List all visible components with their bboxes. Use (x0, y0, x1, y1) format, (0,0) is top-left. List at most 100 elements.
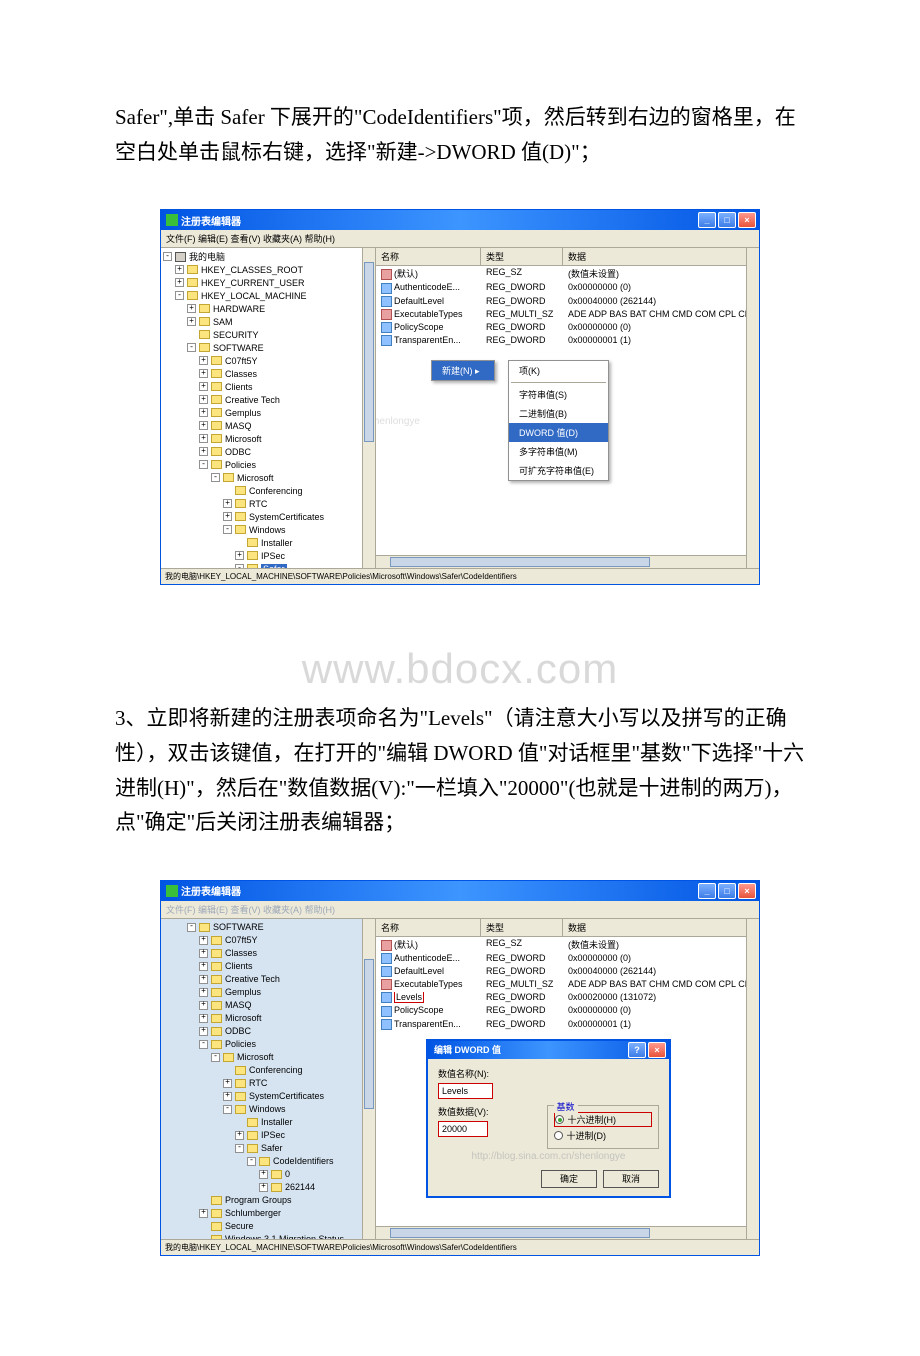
list-row[interactable]: TransparentEn...REG_DWORD0x00000001 (1) (376, 334, 759, 347)
tree-item[interactable]: +Schlumberger (163, 1207, 375, 1220)
tree-item[interactable]: +SAM (163, 315, 375, 328)
list-row[interactable]: TransparentEn...REG_DWORD0x00000001 (1) (376, 1018, 759, 1031)
col-data[interactable]: 数据 (563, 248, 759, 265)
list-h-scrollbar[interactable] (376, 1226, 746, 1239)
tree-item[interactable]: +0 (163, 1168, 375, 1181)
tree-item[interactable]: +Clients (163, 380, 375, 393)
context-submenu[interactable]: 项(K) 字符串值(S)二进制值(B)DWORD 值(D)多字符串值(M)可扩充… (508, 360, 609, 481)
tree-item[interactable]: -Policies (163, 458, 375, 471)
tree-scrollbar[interactable] (362, 919, 375, 1239)
cancel-button[interactable]: 取消 (603, 1170, 659, 1188)
tree-item[interactable]: +SystemCertificates (163, 510, 375, 523)
context-menu-item[interactable]: 字符串值(S) (509, 385, 608, 404)
radix-hex[interactable]: 十六进制(H) (554, 1112, 653, 1127)
context-menu-new[interactable]: 新建(N) ▸ (431, 360, 495, 381)
tree-item[interactable]: +RTC (163, 497, 375, 510)
col-name[interactable]: 名称 (376, 919, 481, 936)
maximize-button[interactable]: □ (718, 883, 736, 899)
tree-item[interactable]: Secure (163, 1220, 375, 1233)
tree-item[interactable]: -Safer (163, 562, 375, 568)
tree-panel[interactable]: -SOFTWARE+C07ft5Y+Classes+Clients+Creati… (161, 919, 376, 1239)
menubar[interactable]: 文件(F) 编辑(E) 查看(V) 收藏夹(A) 帮助(H) (161, 901, 759, 919)
tree-panel[interactable]: -我的电脑 +HKEY_CLASSES_ROOT+HKEY_CURRENT_US… (161, 248, 376, 568)
tree-item[interactable]: SECURITY (163, 328, 375, 341)
minimize-button[interactable]: _ (698, 212, 716, 228)
tree-item[interactable]: +MASQ (163, 999, 375, 1012)
tree-item[interactable]: +C07ft5Y (163, 354, 375, 367)
list-row[interactable]: AuthenticodeE...REG_DWORD0x00000000 (0) (376, 952, 759, 965)
tree-item[interactable]: +IPSec (163, 1129, 375, 1142)
list-row[interactable]: ExecutableTypesREG_MULTI_SZADE ADP BAS B… (376, 978, 759, 991)
tree-item[interactable]: +Classes (163, 367, 375, 380)
ctx-new[interactable]: 新建(N) ▸ (432, 361, 494, 380)
tree-item[interactable]: +MASQ (163, 419, 375, 432)
tree-item[interactable]: +HARDWARE (163, 302, 375, 315)
tree-item[interactable]: -SOFTWARE (163, 921, 375, 934)
context-menu-item[interactable]: 多字符串值(M) (509, 442, 608, 461)
name-input[interactable] (438, 1083, 493, 1099)
menubar[interactable]: 文件(F) 编辑(E) 查看(V) 收藏夹(A) 帮助(H) (161, 230, 759, 248)
tree-item[interactable]: +Microsoft (163, 1012, 375, 1025)
tree-item[interactable]: Installer (163, 536, 375, 549)
tree-item[interactable]: Conferencing (163, 1064, 375, 1077)
tree-item[interactable]: -Safer (163, 1142, 375, 1155)
maximize-button[interactable]: □ (718, 212, 736, 228)
tree-item[interactable]: +ODBC (163, 1025, 375, 1038)
list-h-scrollbar[interactable] (376, 555, 746, 568)
tree-item[interactable]: -Policies (163, 1038, 375, 1051)
close-button[interactable]: × (738, 883, 756, 899)
tree-item[interactable]: Installer (163, 1116, 375, 1129)
dialog-close-button[interactable]: × (648, 1042, 666, 1058)
tree-item[interactable]: +ODBC (163, 445, 375, 458)
context-menu-item[interactable]: 二进制值(B) (509, 404, 608, 423)
help-button[interactable]: ? (628, 1042, 646, 1058)
minimize-button[interactable]: _ (698, 883, 716, 899)
tree-item[interactable]: +Gemplus (163, 986, 375, 999)
list-row[interactable]: LevelsREG_DWORD0x00020000 (131072) (376, 991, 759, 1004)
tree-scrollbar[interactable] (362, 248, 375, 568)
tree-item[interactable]: -Microsoft (163, 471, 375, 484)
col-name[interactable]: 名称 (376, 248, 481, 265)
tree-item[interactable]: +IPSec (163, 549, 375, 562)
close-button[interactable]: × (738, 212, 756, 228)
list-row[interactable]: PolicyScopeREG_DWORD0x00000000 (0) (376, 321, 759, 334)
tree-item[interactable]: -Windows (163, 523, 375, 536)
tree-item[interactable]: +Clients (163, 960, 375, 973)
data-input[interactable] (438, 1121, 488, 1137)
col-type[interactable]: 类型 (481, 919, 563, 936)
tree-item[interactable]: +Classes (163, 947, 375, 960)
tree-item[interactable]: -SOFTWARE (163, 341, 375, 354)
list-v-scrollbar[interactable] (746, 919, 759, 1239)
tree-item[interactable]: Windows 3.1 Migration Status (163, 1233, 375, 1239)
tree-item[interactable]: +Gemplus (163, 406, 375, 419)
tree-item[interactable]: -Windows (163, 1103, 375, 1116)
tree-item[interactable]: Conferencing (163, 484, 375, 497)
context-menu-item[interactable]: 可扩充字符串值(E) (509, 461, 608, 480)
tree-item[interactable]: +HKEY_CURRENT_USER (163, 276, 375, 289)
tree-item[interactable]: +C07ft5Y (163, 934, 375, 947)
tree-item[interactable]: +Microsoft (163, 432, 375, 445)
tree-item[interactable]: -HKEY_LOCAL_MACHINE (163, 289, 375, 302)
tree-root[interactable]: 我的电脑 (189, 250, 225, 263)
list-row[interactable]: DefaultLevelREG_DWORD0x00040000 (262144) (376, 295, 759, 308)
list-row[interactable]: DefaultLevelREG_DWORD0x00040000 (262144) (376, 965, 759, 978)
tree-item[interactable]: +Creative Tech (163, 393, 375, 406)
radix-dec[interactable]: 十进制(D) (554, 1129, 653, 1142)
context-menu-item[interactable]: DWORD 值(D) (509, 423, 608, 442)
col-data[interactable]: 数据 (563, 919, 759, 936)
list-row[interactable]: (默认)REG_SZ(数值未设置) (376, 266, 759, 281)
tree-item[interactable]: +262144 (163, 1181, 375, 1194)
tree-item[interactable]: +HKEY_CLASSES_ROOT (163, 263, 375, 276)
tree-item[interactable]: -CodeIdentifiers (163, 1155, 375, 1168)
list-row[interactable]: AuthenticodeE...REG_DWORD0x00000000 (0) (376, 281, 759, 294)
ok-button[interactable]: 确定 (541, 1170, 597, 1188)
list-row[interactable]: ExecutableTypesREG_MULTI_SZADE ADP BAS B… (376, 308, 759, 321)
list-v-scrollbar[interactable] (746, 248, 759, 568)
tree-item[interactable]: +SystemCertificates (163, 1090, 375, 1103)
tree-item[interactable]: +Creative Tech (163, 973, 375, 986)
ctx-key[interactable]: 项(K) (509, 361, 608, 380)
tree-item[interactable]: -Microsoft (163, 1051, 375, 1064)
col-type[interactable]: 类型 (481, 248, 563, 265)
tree-item[interactable]: Program Groups (163, 1194, 375, 1207)
list-row[interactable]: (默认)REG_SZ(数值未设置) (376, 937, 759, 952)
